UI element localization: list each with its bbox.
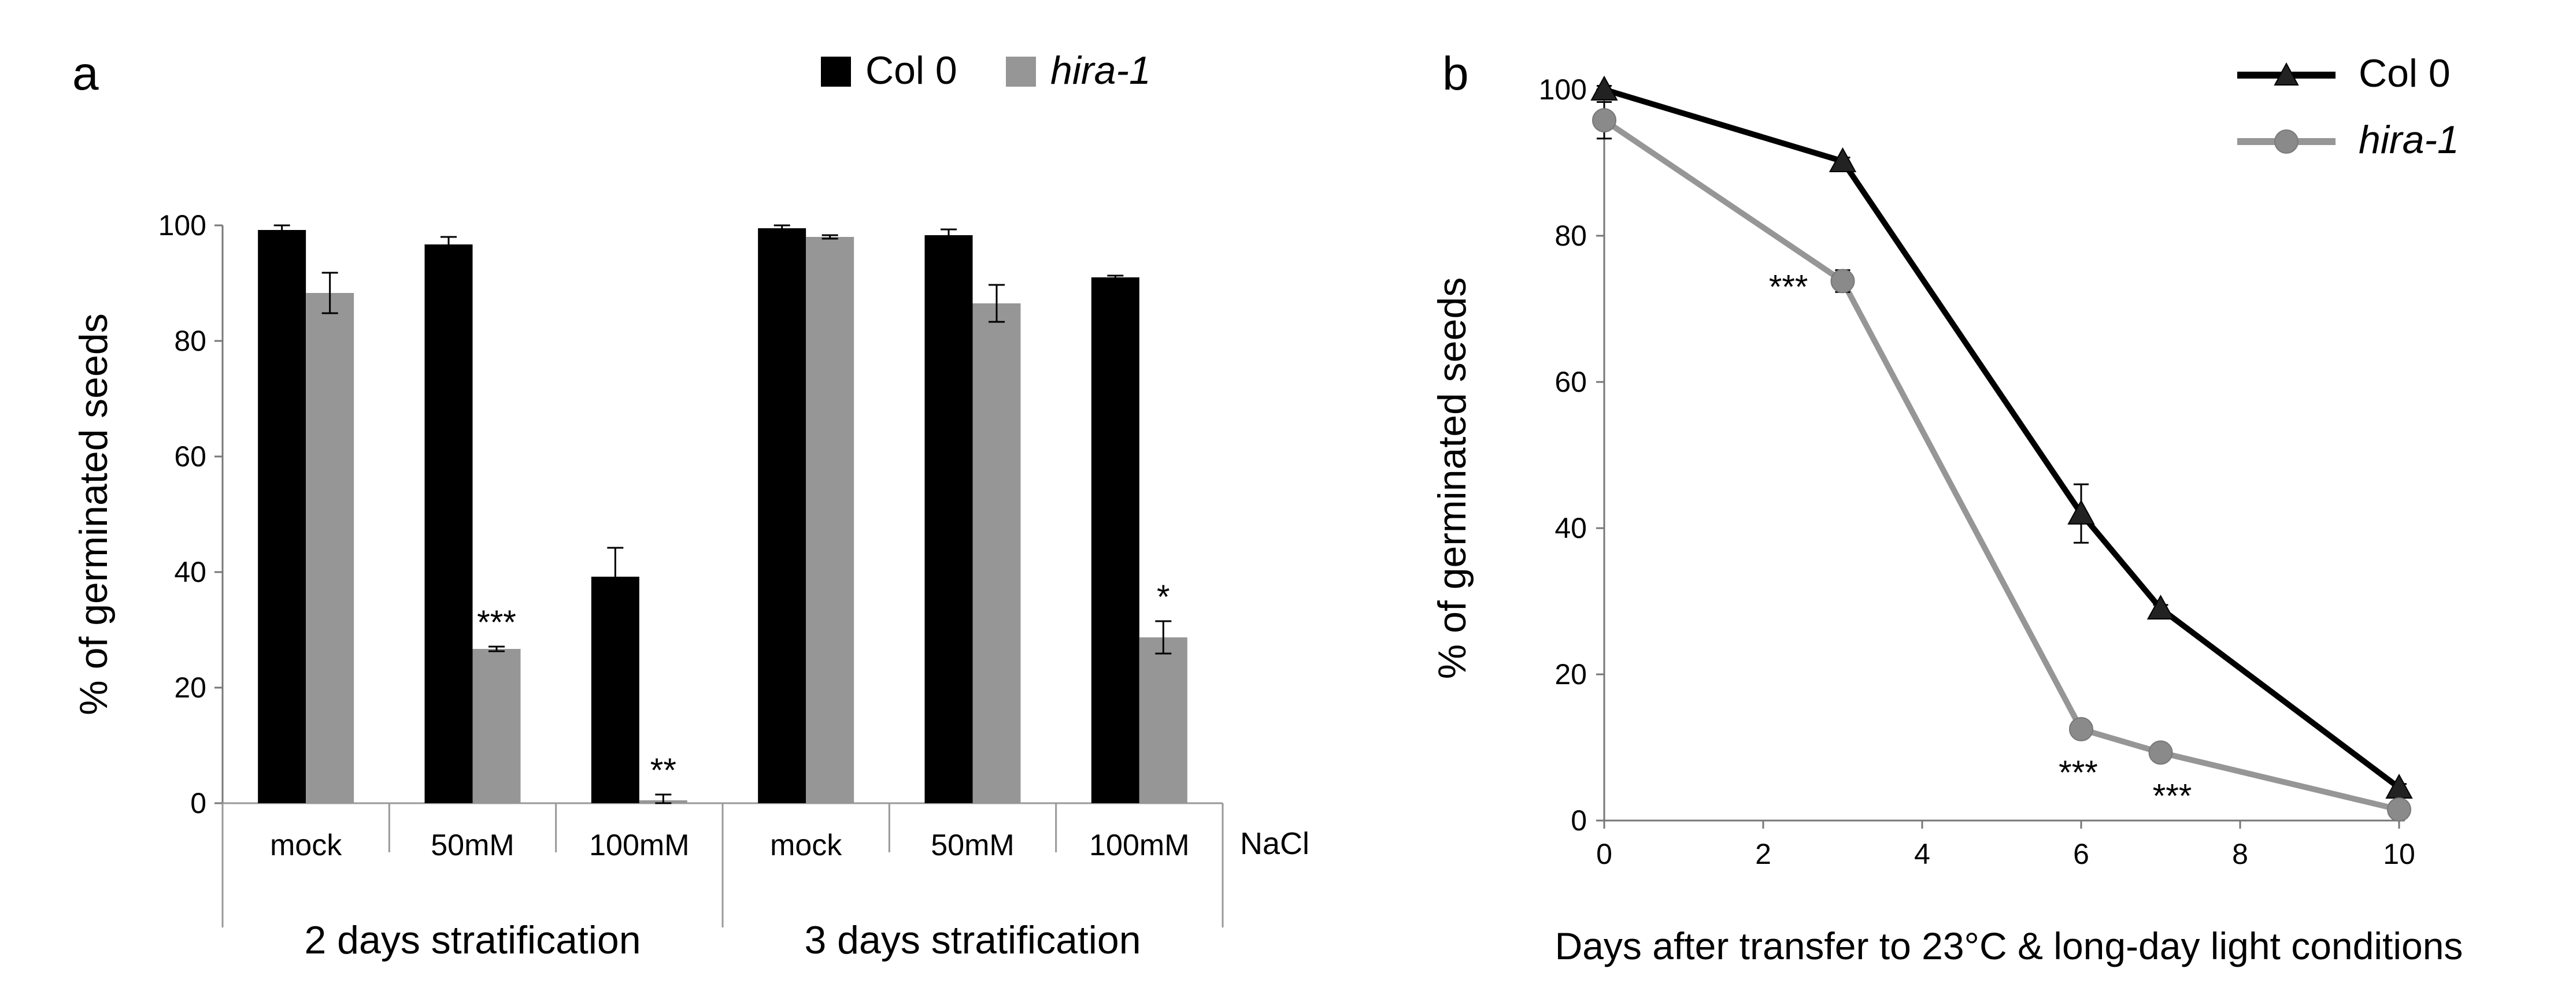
y-axis-title: % of germinated seeds [72, 313, 116, 715]
panel-a-bar-chart: a Col 0 hira-1 0 20 40 60 80 100 % of germinated … [72, 47, 1309, 962]
x-tick-label-2: 2 [1755, 838, 1771, 870]
x-tick-label-0: 0 [1596, 838, 1612, 870]
series-line-hira-1 [1602, 117, 2400, 812]
x-tick-label-50mm: 50mM [431, 829, 514, 862]
y-tick-label-60: 60 [1555, 366, 1587, 398]
y-tick-label-40: 40 [174, 556, 206, 588]
significance-marker-hira-1-2: *** [2059, 754, 2098, 792]
y-tick-label-20: 20 [1555, 658, 1587, 691]
data-point-col-0-3 [2146, 595, 2175, 620]
x-axis-suffix-nacl: NaCl [1240, 826, 1309, 861]
significance-marker-hira-1-1: *** [1769, 268, 1808, 306]
y-tick-label-80: 80 [1555, 220, 1587, 252]
legend-label-hira-1: hira-1 [2359, 118, 2459, 162]
data-point-col-0-1 [1829, 147, 1857, 172]
y-tick-label-40: 40 [1555, 512, 1587, 544]
legend-label-col-0: Col 0 [865, 49, 957, 92]
y-tick-label-20: 20 [174, 671, 206, 704]
legend-marker-hira-1 [2274, 129, 2299, 154]
x-tick-label-50mm: 50mM [931, 829, 1014, 862]
x-axis-title: Days after transfer to 23°C & long-day l… [1555, 925, 2463, 967]
y-tick-label-0: 0 [190, 787, 206, 819]
bar-col-0-4 [924, 235, 973, 803]
y-tick-label-100: 100 [1539, 73, 1587, 106]
panel-label-a: a [72, 47, 99, 100]
y-tick-label-60: 60 [174, 440, 206, 473]
x-tick-label-8: 8 [2232, 838, 2248, 870]
group-label-3-days-stratification-1: 3 days stratification [804, 918, 1141, 962]
legend-swatch-col-0 [821, 57, 851, 87]
bar-col-0-0 [258, 230, 306, 803]
bar-col-0-3 [758, 228, 806, 803]
panel-b-line-chart: b 0 20 40 60 80 100 0 2 4 6 8 10 % of germinated seed… [1430, 47, 2463, 967]
x-tick-label-100mm: 100mM [1089, 829, 1189, 862]
legend-swatch-hira-1 [1006, 57, 1036, 87]
bar-hira-1-1 [472, 649, 521, 803]
bar-col-0-1 [424, 244, 473, 803]
x-tick-label-100mm: 100mM [589, 829, 689, 862]
x-tick-label-mock: mock [270, 829, 342, 862]
group-label-2-days-stratification-0: 2 days stratification [304, 918, 641, 962]
bar-hira-1-3 [806, 237, 854, 803]
y-tick-label-80: 80 [174, 325, 206, 357]
x-tick-label-10: 10 [2383, 838, 2415, 870]
data-point-col-0-0 [1590, 75, 1618, 101]
y-tick-label-0: 0 [1571, 804, 1587, 837]
series-line-col-0 [1603, 87, 2401, 790]
data-point-hira-1-0 [1592, 108, 1616, 133]
data-point-hira-1-2 [2069, 717, 2093, 741]
significance-marker-hira-1-5: * [1157, 578, 1170, 616]
x-tick-label-4: 4 [1914, 838, 1930, 870]
significance-marker-hira-1-3: *** [2153, 777, 2192, 815]
bar-hira-1-4 [972, 303, 1021, 803]
y-axis-title: % of germinated seeds [1430, 277, 1474, 680]
y-tick-label-100: 100 [158, 209, 206, 242]
legend-label-col-0: Col 0 [2359, 51, 2451, 95]
significance-marker-hira-1-2: ** [650, 752, 676, 789]
data-point-hira-1-4 [2387, 797, 2411, 822]
data-point-col-0-2 [2067, 499, 2095, 525]
legend-label-hira-1: hira-1 [1050, 49, 1151, 92]
data-point-hira-1-1 [1830, 269, 1855, 294]
bar-hira-1-0 [306, 293, 354, 803]
panel-label-b: b [1442, 47, 1469, 100]
data-point-hira-1-3 [2148, 740, 2173, 765]
significance-marker-hira-1-1: *** [477, 604, 516, 641]
bar-col-0-5 [1091, 277, 1139, 803]
x-tick-label-6: 6 [2073, 838, 2089, 870]
legend-marker-col-0 [2274, 62, 2299, 86]
bar-hira-1-5 [1139, 637, 1187, 803]
x-tick-label-mock: mock [770, 829, 842, 862]
bar-col-0-2 [591, 577, 639, 803]
